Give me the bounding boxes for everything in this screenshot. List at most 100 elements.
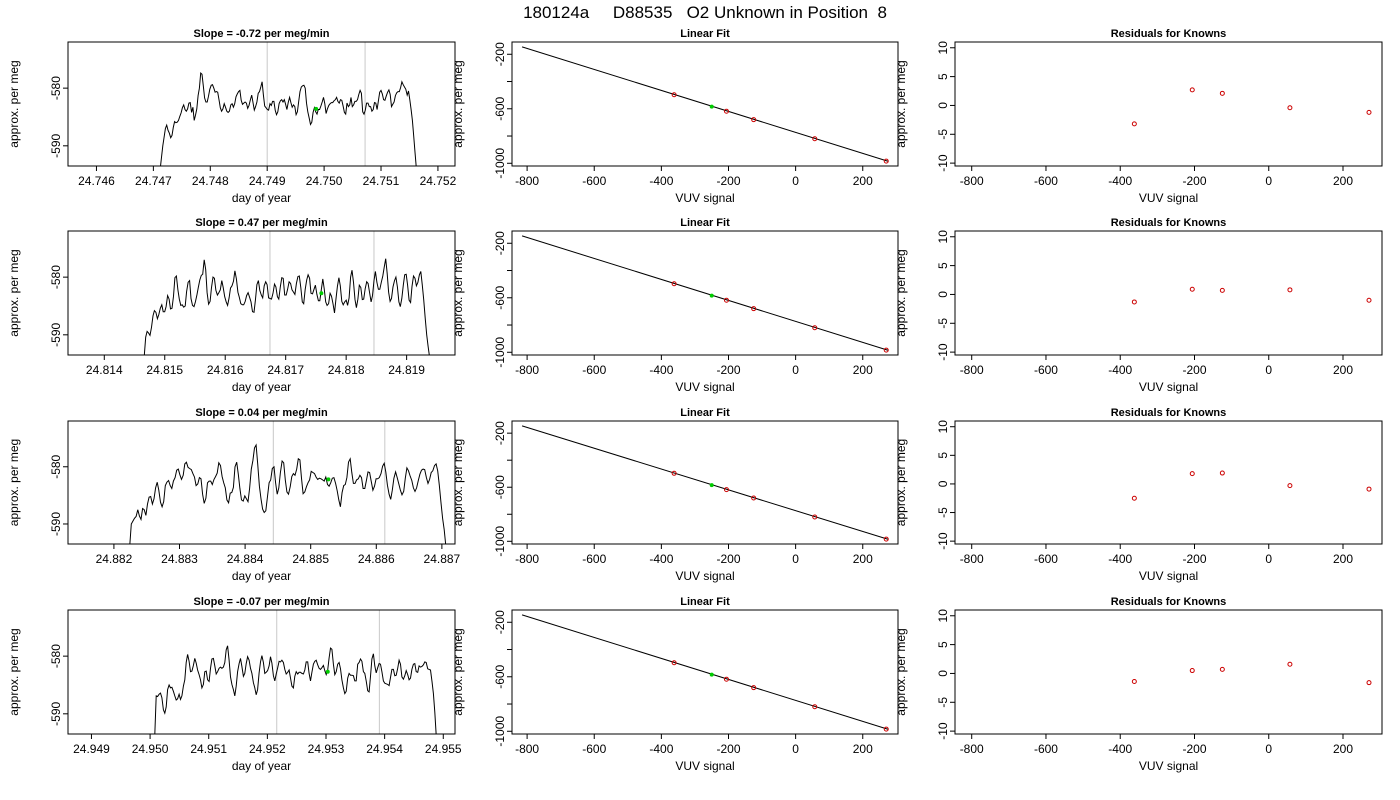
green-point	[709, 293, 714, 298]
data-point	[883, 536, 889, 542]
plot-frame	[67, 420, 456, 545]
y-axis-label: approx. per meg	[451, 249, 465, 336]
data-point	[1366, 680, 1372, 686]
green-point	[319, 291, 324, 296]
x-tick-label: -600	[1034, 742, 1058, 756]
y-axis-label: approx. per meg	[7, 249, 21, 336]
panel-r4c1: Slope = -0.07 per meg/min 24.949 24.950 24.…	[7, 596, 462, 773]
panel-title: Linear Fit	[680, 596, 730, 608]
panel-title: Slope = -0.72 per meg/min	[193, 28, 329, 40]
panel-r4c3: Residuals for Knowns -800 -600 -400 -200 0 200…	[894, 596, 1383, 773]
data-point	[1287, 105, 1293, 111]
data-point	[723, 487, 729, 493]
y-tick-label: -10	[936, 532, 950, 550]
x-axis-label: day of year	[232, 569, 291, 583]
data-point	[812, 325, 818, 331]
x-tick-label: -200	[716, 363, 740, 377]
data-point	[1366, 297, 1372, 303]
y-tick-label: -580	[49, 454, 63, 478]
y-tick-label: -600	[493, 96, 507, 120]
plot-area	[1131, 87, 1372, 127]
green-point	[709, 483, 714, 488]
data-point	[883, 158, 889, 164]
data-point	[1219, 666, 1225, 672]
panel-r4c2: Linear Fit -800 -600 -400 -200 0 200 VUV signal…	[451, 596, 899, 773]
y-tick-label: -1000	[493, 148, 507, 179]
y-tick-label: -580	[49, 76, 63, 100]
x-axis-label: day of year	[232, 191, 291, 205]
y-tick-label: -600	[493, 285, 507, 309]
x-axis-label: VUV signal	[1139, 380, 1198, 394]
panel-r2c2: Linear Fit -800 -600 -400 -200 0 200 VUV signal…	[451, 217, 899, 394]
x-tick-label: 200	[1333, 552, 1353, 566]
y-tick-label: 10	[936, 420, 950, 434]
fit-line	[521, 46, 889, 162]
x-tick-label: -400	[1108, 174, 1132, 188]
data-point	[1131, 121, 1137, 127]
data-point	[751, 685, 757, 691]
data-point	[883, 726, 889, 732]
x-tick-label: 0	[1265, 742, 1272, 756]
y-tick-label: -5	[936, 129, 950, 140]
y-tick-label: -580	[49, 644, 63, 668]
y-tick-label: 10	[936, 609, 950, 623]
x-tick-label: 24.816	[207, 363, 244, 377]
x-tick-label: -600	[582, 742, 606, 756]
x-tick-label: 0	[792, 552, 799, 566]
x-tick-label: 24.954	[366, 742, 403, 756]
x-tick-label: 24.747	[135, 174, 172, 188]
x-tick-label: -800	[960, 174, 984, 188]
y-tick-label: 0	[936, 480, 950, 487]
y-tick-label: -200	[493, 610, 507, 634]
y-tick-label: -1000	[493, 526, 507, 557]
x-tick-label: 0	[792, 742, 799, 756]
panels-grid: Slope = -0.72 per meg/min 24.746 24.747 24.…	[7, 28, 1383, 773]
panel-title: Slope = -0.07 per meg/min	[193, 596, 329, 608]
series-line	[154, 645, 437, 734]
fit-line	[521, 235, 889, 351]
x-axis-label: VUV signal	[1139, 759, 1198, 773]
x-tick-label: -200	[716, 552, 740, 566]
x-axis-label: day of year	[232, 380, 291, 394]
green-point	[325, 669, 330, 674]
data-point	[1287, 287, 1293, 293]
x-tick-label: 24.884	[227, 552, 264, 566]
data-point	[1189, 471, 1195, 477]
x-axis-label: VUV signal	[675, 569, 734, 583]
x-tick-label: -600	[1034, 363, 1058, 377]
x-tick-label: -400	[1108, 742, 1132, 756]
fit-line	[521, 614, 889, 730]
panel-title: Slope = 0.47 per meg/min	[195, 217, 328, 229]
data-point	[1287, 661, 1293, 667]
plot-frame	[67, 609, 456, 735]
x-tick-label: -600	[1034, 552, 1058, 566]
y-tick-label: -200	[493, 231, 507, 255]
x-tick-label: -800	[960, 742, 984, 756]
x-tick-label: -800	[515, 174, 539, 188]
plot-area	[521, 235, 889, 353]
y-tick-label: 5	[936, 73, 950, 80]
panel-r2c1: Slope = 0.47 per meg/min 24.814 24.815 24.8…	[7, 217, 456, 394]
data-point	[671, 92, 677, 98]
x-tick-label: 24.750	[306, 174, 343, 188]
data-point	[1366, 109, 1372, 115]
y-axis-label: approx. per meg	[451, 439, 465, 526]
data-point	[671, 281, 677, 287]
y-axis-label: approx. per meg	[7, 628, 21, 715]
panel-r3c1: Slope = 0.04 per meg/min 24.882 24.883 24.8…	[7, 407, 461, 583]
y-tick-label: -5	[936, 318, 950, 329]
x-tick-label: -800	[515, 363, 539, 377]
panel-title: Linear Fit	[680, 28, 730, 40]
x-tick-label: -200	[1182, 174, 1206, 188]
green-point	[709, 672, 714, 677]
y-tick-label: -1000	[493, 716, 507, 747]
y-tick-label: -5	[936, 697, 950, 708]
x-tick-label: 24.951	[190, 742, 227, 756]
x-tick-label: -400	[649, 552, 673, 566]
panel-title: Residuals for Knowns	[1111, 407, 1227, 419]
y-tick-label: -590	[49, 322, 63, 346]
y-tick-label: 10	[936, 41, 950, 55]
panel-title: Residuals for Knowns	[1111, 596, 1227, 608]
data-point	[1189, 668, 1195, 674]
x-axis-label: VUV signal	[675, 759, 734, 773]
